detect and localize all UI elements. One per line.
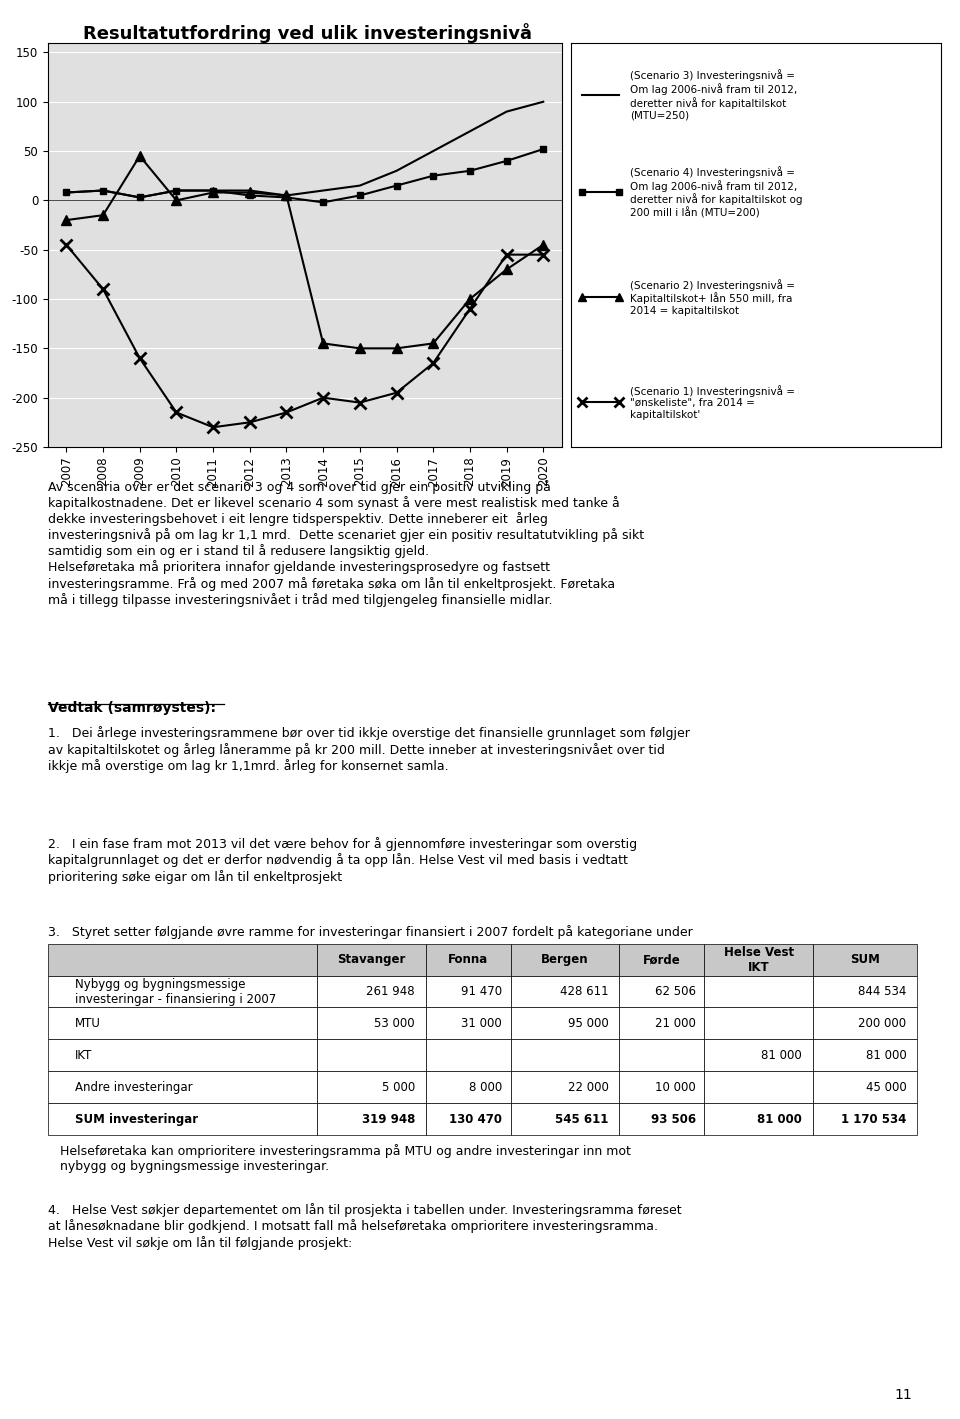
- Text: (Scenario 1) Investeringsnivå =
"ønskeliste", fra 2014 =
kapitaltilskot': (Scenario 1) Investeringsnivå = "ønskeli…: [631, 385, 795, 420]
- Text: 2.   I ein fase fram mot 2013 vil det være behov for å gjennomføre investeringar: 2. I ein fase fram mot 2013 vil det være…: [48, 837, 637, 884]
- Text: (Scenario 4) Investeringsnivå =
Om lag 2006-nivå fram til 2012,
deretter nivå fo: (Scenario 4) Investeringsnivå = Om lag 2…: [631, 166, 803, 219]
- Text: Av scenaria over er det scenario 3 og 4 som over tid gjer ein positiv utvikling : Av scenaria over er det scenario 3 og 4 …: [48, 480, 644, 607]
- Text: 1.   Dei årlege investeringsrammene bør over tid ikkje overstige det finansielle: 1. Dei årlege investeringsrammene bør ov…: [48, 727, 690, 773]
- Text: 4.   Helse Vest søkjer departementet om lån til prosjekta i tabellen under. Inve: 4. Helse Vest søkjer departementet om lå…: [48, 1203, 682, 1250]
- Text: (Scenario 2) Investeringsnivå =
Kapitaltilskot+ lån 550 mill, fra
2014 = kapital: (Scenario 2) Investeringsnivå = Kapitalt…: [631, 278, 795, 316]
- Text: 11: 11: [895, 1388, 912, 1402]
- Text: Vedtak (samrøystes):: Vedtak (samrøystes):: [48, 701, 216, 715]
- Text: 3.   Styret setter følgjande øvre ramme for investeringar finansiert i 2007 ford: 3. Styret setter følgjande øvre ramme fo…: [48, 925, 693, 939]
- Text: Resultatutfordring ved ulik investeringsnivå: Resultatutfordring ved ulik investerings…: [83, 23, 532, 43]
- Text: (Scenario 3) Investeringsnivå =
Om lag 2006-nivå fram til 2012,
deretter nivå fo: (Scenario 3) Investeringsnivå = Om lag 2…: [631, 70, 798, 121]
- Text: Helseføretaka kan omprioritere investeringsramma på MTU og andre investeringar i: Helseføretaka kan omprioritere investeri…: [48, 1144, 631, 1172]
